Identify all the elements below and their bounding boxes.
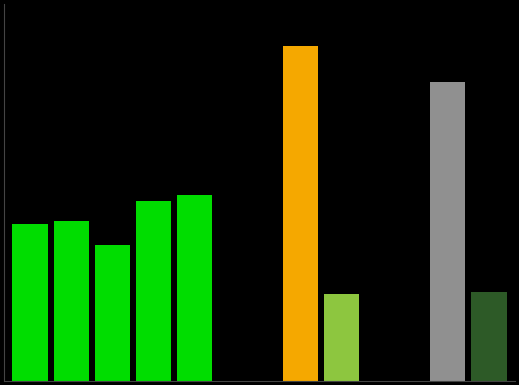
Bar — [471, 292, 507, 385]
Bar — [324, 294, 360, 385]
Bar — [430, 82, 466, 385]
Bar — [12, 224, 48, 385]
Bar — [283, 47, 318, 385]
Bar — [53, 221, 89, 385]
Bar — [136, 201, 171, 385]
Bar — [177, 196, 212, 385]
Bar — [94, 244, 130, 385]
